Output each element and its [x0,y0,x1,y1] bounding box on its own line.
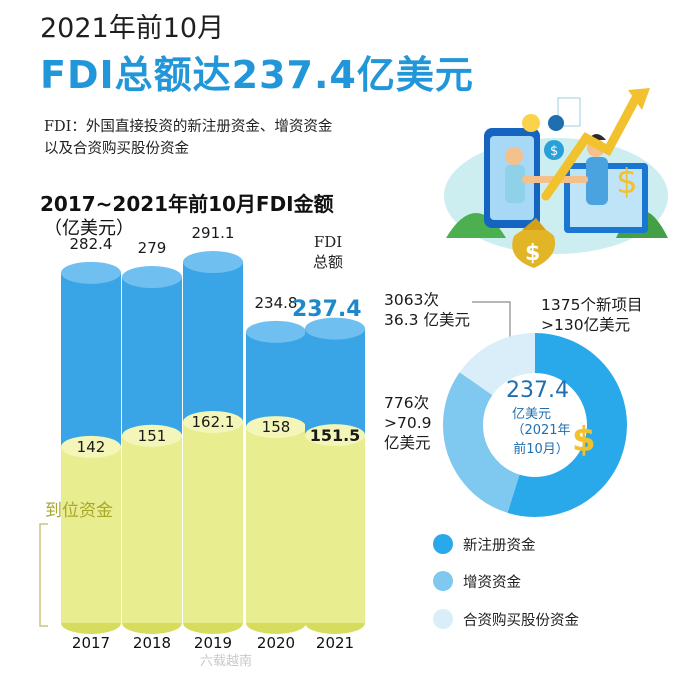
slice-text-increase-line1: 776次 [384,394,430,412]
paid-in-bar-top-2021 [305,424,365,447]
paid-in-bar-2019 [183,421,243,623]
year-label-2017: 2017 [71,634,111,652]
donut-slice-1 [443,333,627,517]
fdi-total-bar-top-2019 [183,251,243,274]
year-label-2018: 2018 [132,634,172,652]
year-label-2020: 2020 [256,634,296,652]
page-title: FDI总额达237.4亿美元 [40,53,474,97]
year-label-2021: 2021 [315,634,355,652]
fdi-total-bar-top-2017 [61,261,121,284]
fdi-definition-line1: FDI：外国直接投资的新注册资金、增资资金 [44,119,333,135]
paid-in-bar-top-2018 [122,424,182,447]
slice-text-equity-line2: 36.3 亿美元 [384,311,470,329]
fdi-structure-donut [443,333,627,517]
chart-heading: 2017~2021年前10月FDI金额 [40,192,334,216]
paid-in-bar-2018 [122,435,182,623]
legend-label: 新注册资金 [463,537,536,554]
paid-in-bar-top-2019 [183,410,243,433]
total-value-label-2020: 234.8 [254,293,298,312]
svg-text:$: $ [525,241,540,266]
paid-value-label-2018: 151 [137,426,167,445]
fdi-total-bar-top-2018 [122,266,182,289]
paid-value-label-2017: 142 [76,437,106,456]
paid-in-bar-2021 [305,435,365,623]
paid-in-bar-2020 [246,427,306,623]
paid-in-bracket [39,523,48,627]
header-period: 2021年前10月 [40,13,225,44]
legend-item-new-capital: 新注册资金 [433,534,536,554]
svg-text:$: $ [550,144,558,159]
slice-text-new-line2: >130亿美元 [541,316,631,334]
legend-label: 合资购买股份资金 [463,612,579,629]
paid-in-bar-top-2017 [61,435,121,458]
legend-label: 增资资金 [463,574,521,591]
total-value-label-2019: 291.1 [191,224,235,243]
donut-center-value: 237.4 [506,378,569,403]
paid-value-label-2020: 158 [261,418,291,437]
year-label-2019: 2019 [193,634,233,652]
chart-unit-label: （亿美元） [44,218,134,239]
total-value-label-2017: 282.4 [69,234,113,253]
fdi-total-bar-top-2021 [305,317,365,340]
donut-center-period: （2021年 前10月） [506,421,576,459]
business-handshake-illustration: $ $ $ [444,88,668,268]
donut-slice-2 [443,333,627,517]
paid-in-bar-2017 [61,446,121,623]
donut-center-period-line2: 前10月） [513,442,569,457]
slice-text-new-line1: 1375个新项目 [541,296,643,314]
watermark: 六载越南 [200,654,253,669]
paid-in-bar-top-2020 [246,416,306,439]
slice-text-increase: 776次 >70.9 亿美元 [384,393,432,453]
total-2021-highlight: 237.4 [292,297,362,322]
legend-item-equity-purchase: 合资购买股份资金 [433,609,579,629]
slice-text-increase-line3: 亿美元 [384,434,431,452]
fdi-definition-line2: 以及合资购买股份资金 [44,141,189,157]
total-value-label-2018: 279 [137,239,167,258]
svg-text:$: $ [616,162,638,202]
slice-text-equity-line1: 3063次 [384,291,439,309]
fdi-definition: FDI：外国直接投资的新注册资金、增资资金 以及合资购买股份资金 [44,116,404,160]
slice-text-equity: 3063次 36.3 亿美元 [384,290,470,330]
donut-center-unit: 亿美元 [512,407,552,422]
paid-value-label-2021: 151.5 [309,426,361,446]
legend-swatch [433,534,453,554]
paid-value-label-2019: 162.1 [191,412,235,431]
paid-in-capital-label: 到位资金 [45,501,113,521]
legend-swatch [433,571,453,591]
donut-center-period-line1: （2021年 [511,423,571,438]
fdi-total-label-line2: 总额 [312,253,343,271]
fdi-total-bar-top-2020 [246,320,306,343]
slice-text-new: 1375个新项目 >130亿美元 [541,295,642,335]
legend-swatch [433,609,453,629]
dollar-icon: $ [572,420,596,460]
legend-item-increased-capital: 增资资金 [433,571,521,591]
slice-text-increase-line2: >70.9 [384,414,432,432]
fdi-total-label: FDI 总额 [302,232,354,272]
fdi-total-label-line1: FDI [313,233,343,251]
